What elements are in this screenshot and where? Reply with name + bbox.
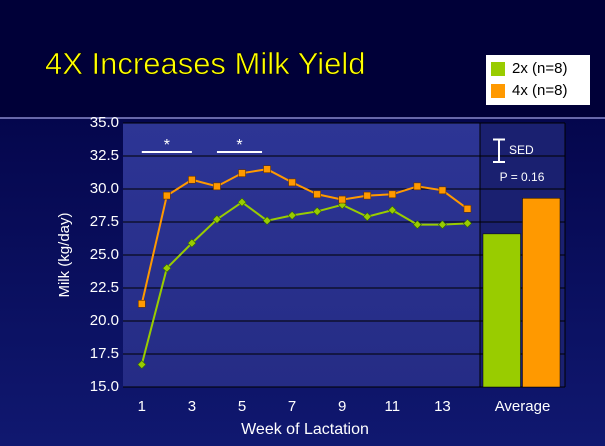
marker [213,182,221,191]
y-tick-label: 30.0 [90,180,119,197]
average-bar [482,233,521,388]
y-tick-label: 27.5 [90,213,119,230]
marker [237,197,247,207]
marker [163,191,171,200]
y-tick-label: 17.5 [90,345,119,362]
significance-label: * [236,137,242,154]
x-tick-label: 11 [385,398,401,415]
marker [212,214,222,224]
marker [313,190,321,199]
marker [413,182,422,191]
x-tick-label: 3 [188,398,196,415]
y-tick-label: 22.5 [90,279,119,296]
marker [238,169,246,177]
x-axis-label: Week of Lactation [241,421,369,438]
y-tick-label: 32.5 [90,147,119,164]
series-line [140,168,469,305]
x-tick-label: 5 [238,398,246,415]
marker [312,207,322,216]
marker [338,195,347,204]
sed-bar [493,138,505,163]
significance-label: * [164,137,170,154]
marker [412,220,422,230]
legend-swatch [491,62,505,76]
x-tick-label: 1 [138,398,146,415]
x-tick-label: 9 [338,398,346,415]
y-tick-label: 35.0 [90,114,119,131]
marker [188,175,196,184]
p-label: P = 0.16 [500,170,545,184]
marker [437,220,447,230]
marker [288,178,296,187]
chart-title: 4X Increases Milk Yield [45,46,365,81]
marker [362,212,372,222]
marker [137,300,146,308]
legend-label: 2x (n=8) [512,60,567,77]
marker [263,165,271,173]
y-axis-label: Milk (kg/day) [56,212,73,297]
marker [438,186,447,195]
series-line [140,200,468,365]
y-tick-label: 15.0 [90,378,119,395]
marker [287,210,297,220]
y-tick-label: 25.0 [90,246,119,263]
marker [187,238,197,248]
x-tick-label: 13 [434,398,451,415]
marker [463,205,472,213]
marker [262,216,272,226]
x-tick-label: Average [495,398,551,415]
marker [387,205,397,215]
sed-label: SED [509,143,534,157]
legend-swatch [491,84,505,98]
marker [363,191,372,200]
legend-label: 4x (n=8) [512,82,567,99]
marker [463,218,472,228]
y-tick-label: 20.0 [90,312,119,329]
marker [137,360,147,369]
average-bar [522,197,561,388]
marker [388,190,397,199]
x-tick-label: 7 [288,398,296,415]
marker [162,263,172,273]
